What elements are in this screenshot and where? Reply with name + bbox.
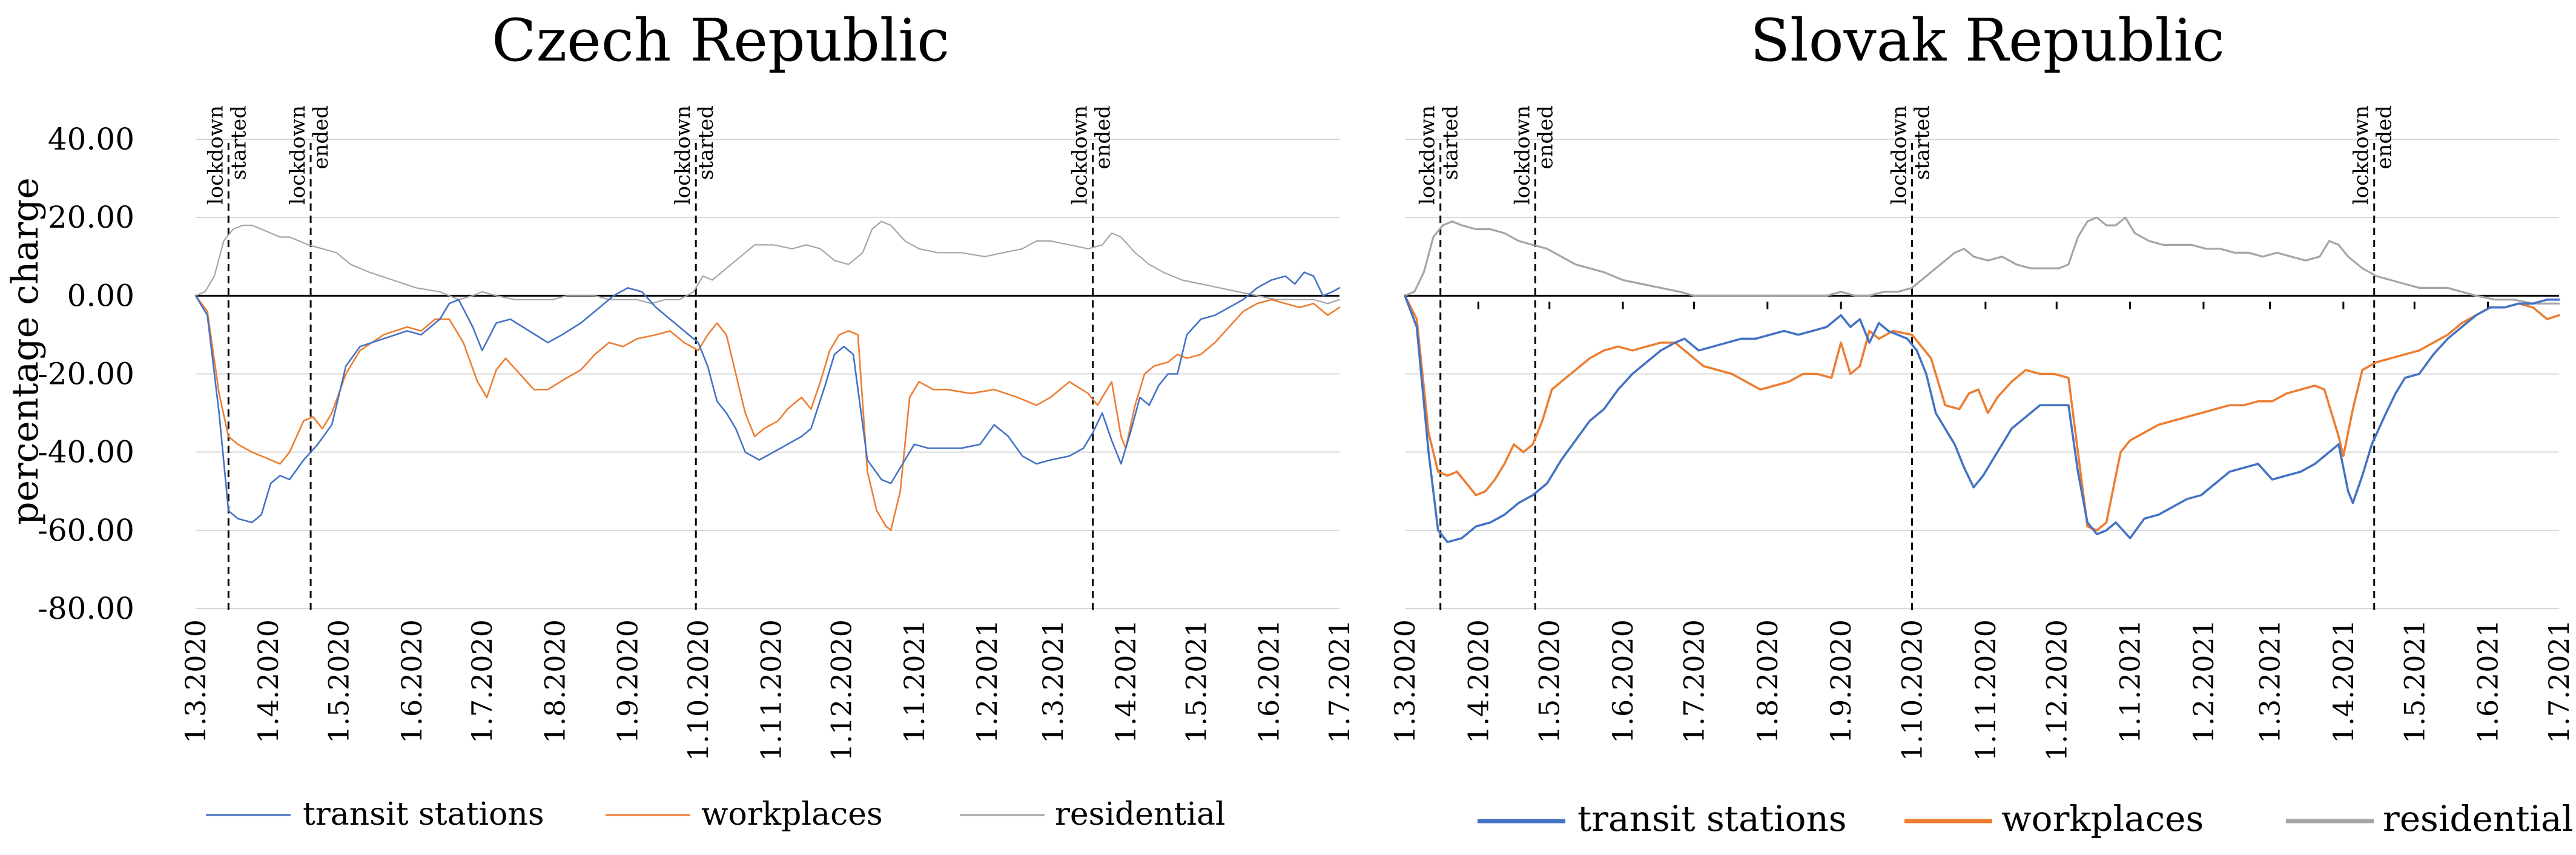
legend-label-residential: residential	[2383, 798, 2573, 839]
lockdown-label: ended	[309, 105, 333, 170]
legend-label-transit: transit stations	[303, 796, 544, 833]
y-tick-label: -40.00	[38, 435, 134, 470]
x-tick-label: 1.9.2020	[612, 619, 644, 744]
legend-label-residential: residential	[1055, 796, 1226, 833]
y-tick-label: -20.00	[38, 357, 134, 392]
series-line-transit	[194, 271, 1341, 524]
y-tick-label: -60.00	[38, 513, 134, 548]
lockdown-label: lockdown	[2350, 105, 2374, 205]
y-tick-label: 0.00	[67, 278, 134, 313]
x-tick-label: 1.6.2021	[2472, 619, 2505, 744]
x-tick-label: 1.7.2020	[466, 619, 498, 744]
x-tick-label: 1.4.2020	[252, 619, 285, 744]
lockdown-label: lockdown	[286, 105, 310, 205]
chart-title: Czech Republic	[492, 7, 949, 74]
x-tick-label: 1.3.2021	[2254, 619, 2287, 744]
y-axis-label: percentage charge	[4, 177, 47, 525]
series-line-workplaces	[1404, 294, 2560, 532]
series-line-workplaces	[194, 295, 1341, 532]
y-tick-label: 40.00	[48, 122, 134, 157]
x-tick-label: 1.6.2021	[1253, 619, 1286, 744]
x-tick-label: 1.11.2020	[755, 619, 787, 761]
x-tick-label: 1.7.2020	[1677, 619, 1710, 744]
chart-panel-czech: Czech Republic 40.00 20.00 0.00 -20.00 -40.00…	[38, 7, 1356, 761]
x-tick-label: 1.3.2020	[1389, 619, 1421, 744]
x-tick-label: 1.6.2020	[1607, 619, 1639, 744]
series-line-transit	[1404, 294, 2560, 543]
x-tick-label: 1.8.2020	[538, 619, 571, 744]
lockdown-label: started	[1911, 105, 1935, 180]
x-tick-label: 1.6.2020	[395, 619, 428, 744]
x-tick-label: 1.2.2021	[971, 619, 1003, 744]
x-tick-label: 1.10.2020	[1896, 619, 1929, 761]
lockdown-label: ended	[2373, 105, 2397, 170]
x-tick-label: 1.8.2020	[1751, 619, 1784, 744]
x-tick-label: 1.7.2021	[1323, 619, 1356, 744]
x-tick-label: 1.4.2021	[2327, 619, 2360, 744]
series-line-residential	[194, 220, 1341, 305]
x-tick-label: 1.1.2021	[2114, 619, 2147, 744]
x-tick-label: 1.12.2020	[2040, 619, 2073, 761]
x-tick-label: 1.11.2020	[1969, 619, 2002, 761]
legend-slovak: transit stations workplaces residential	[1478, 798, 2573, 839]
x-tick-label: 1.3.2020	[179, 619, 212, 744]
lockdown-label: lockdown	[1068, 105, 1092, 205]
x-tick-label: 1.7.2021	[2543, 619, 2575, 744]
legend-label-transit: transit stations	[1577, 798, 1847, 839]
x-tick-label: 1.5.2020	[323, 619, 355, 744]
y-tick-label: -80.00	[38, 591, 134, 626]
lockdown-label: lockdown	[203, 105, 228, 205]
x-tick-label: 1.3.2021	[1037, 619, 1069, 744]
y-tick-label: 20.00	[48, 200, 134, 235]
lockdown-label: lockdown	[1887, 105, 1912, 205]
x-tick-label: 1.5.2021	[1180, 619, 1212, 744]
lockdown-label: lockdown	[671, 105, 695, 205]
lockdown-label: lockdown	[1416, 105, 1440, 205]
chart-panel-slovak: Slovak Republic 1.3.2020 1.4.2020 1.5.2020 1…	[1389, 7, 2575, 761]
x-tick-label: 1.4.2021	[1109, 619, 1142, 744]
x-tick-label: 1.1.2021	[898, 619, 931, 744]
lockdown-label: started	[694, 105, 718, 180]
series-line-residential	[1404, 216, 2560, 305]
legend-czech: transit stations workplaces residential	[206, 796, 1226, 833]
lockdown-label: ended	[1533, 105, 1557, 170]
legend-label-workplaces: workplaces	[701, 796, 883, 833]
x-tick-label: 1.10.2020	[682, 619, 715, 761]
x-tick-label: 1.12.2020	[825, 619, 858, 761]
legend-label-workplaces: workplaces	[2001, 798, 2204, 839]
x-tick-label: 1.4.2020	[1462, 619, 1494, 744]
x-tick-label: 1.5.2020	[1533, 619, 1566, 744]
lockdown-label: ended	[1091, 105, 1115, 170]
x-tick-label: 1.9.2020	[1825, 619, 1857, 744]
lockdown-label: started	[1439, 105, 1463, 180]
x-tick-label: 1.5.2021	[2398, 619, 2431, 744]
lockdown-label: started	[226, 105, 251, 180]
x-tick-label: 1.2.2021	[2187, 619, 2220, 744]
chart-title: Slovak Republic	[1750, 7, 2224, 74]
lockdown-label: lockdown	[1510, 105, 1534, 205]
